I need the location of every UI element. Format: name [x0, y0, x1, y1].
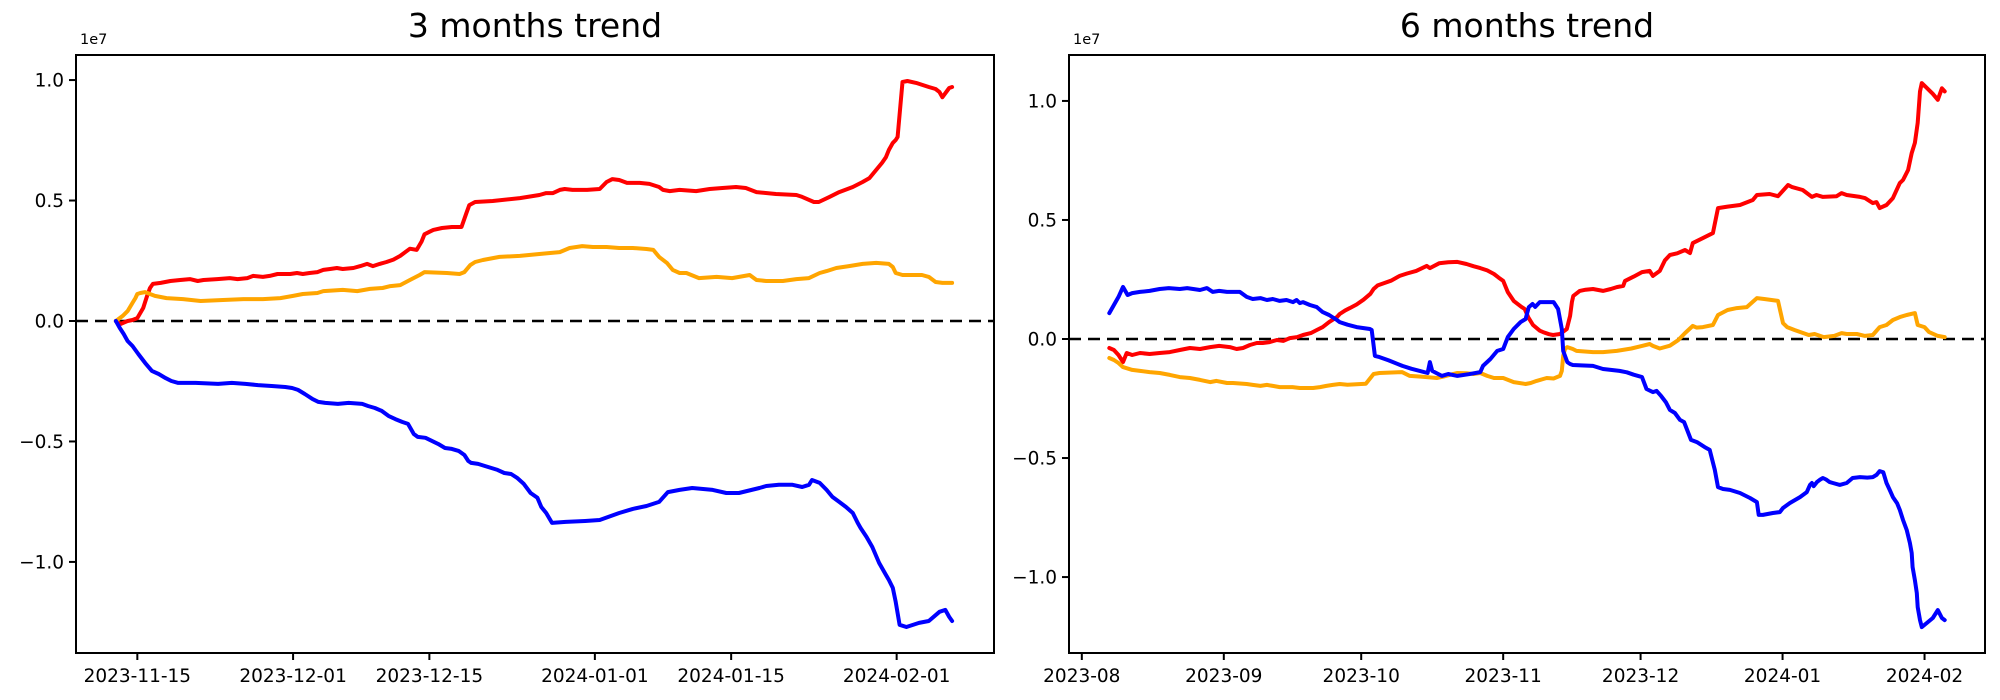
chart-title: 3 months trend: [408, 6, 662, 45]
plot-border: [1068, 54, 1986, 654]
x-tick-label: 2024-02: [1886, 666, 1963, 687]
x-tick-label: 2023-11: [1465, 666, 1542, 687]
series-red-line: [1107, 81, 1947, 365]
y-axis-offset-label: 1e7: [80, 32, 107, 48]
y-tick-label: 0.5: [35, 191, 64, 212]
x-tick-label: 2023-09: [1185, 666, 1262, 687]
y-tick-label: −0.5: [19, 432, 64, 453]
y-tick-label: 1.0: [1028, 91, 1057, 112]
x-tick-label: 2024-01-01: [541, 666, 649, 687]
x-tick-label: 2023-10: [1323, 666, 1400, 687]
chart-3-months-trend: 3 months trend 1e7 2023-11-15 2023-12-01 2…: [19, 6, 995, 687]
y-tick-label: −0.5: [1012, 449, 1057, 470]
series-orange-line: [113, 244, 955, 323]
x-tick-label: 2023-11-15: [84, 666, 192, 687]
y-tick-label: 0.0: [1028, 330, 1057, 351]
series-blue-line: [113, 319, 955, 629]
series-blue-line: [1107, 284, 1947, 630]
y-tick-label: 0.0: [35, 311, 64, 332]
y-tick-label: 1.0: [35, 71, 64, 92]
y-tick-label: −1.0: [19, 552, 64, 573]
plot-border: [75, 54, 995, 654]
y-tick-label: 0.5: [1028, 210, 1057, 231]
series-red-line: [113, 79, 955, 326]
y-axis-offset-label: 1e7: [1073, 32, 1100, 48]
x-tick-label: 2023-08: [1043, 666, 1120, 687]
x-tick-label: 2024-02-01: [843, 666, 951, 687]
x-tick-label: 2024-01: [1744, 666, 1821, 687]
chart-title: 6 months trend: [1400, 6, 1654, 45]
x-tick-label: 2023-12: [1602, 666, 1679, 687]
chart-6-months-trend: 6 months trend 1e7 2023-08 2023-09 2023-10…: [1012, 6, 1986, 687]
x-tick-label: 2024-01-15: [677, 666, 785, 687]
y-tick-label: −1.0: [1012, 568, 1057, 589]
x-tick-label: 2023-12-01: [239, 666, 347, 687]
x-tick-label: 2023-12-15: [376, 666, 484, 687]
plot-area: 2023-11-15 2023-12-01 2023-12-15 2024-01-01…: [19, 54, 995, 687]
plot-area: 2023-08 2023-09 2023-10 2023-11 2023-12 2024-…: [1012, 54, 1986, 687]
series-orange-line: [1107, 296, 1947, 390]
